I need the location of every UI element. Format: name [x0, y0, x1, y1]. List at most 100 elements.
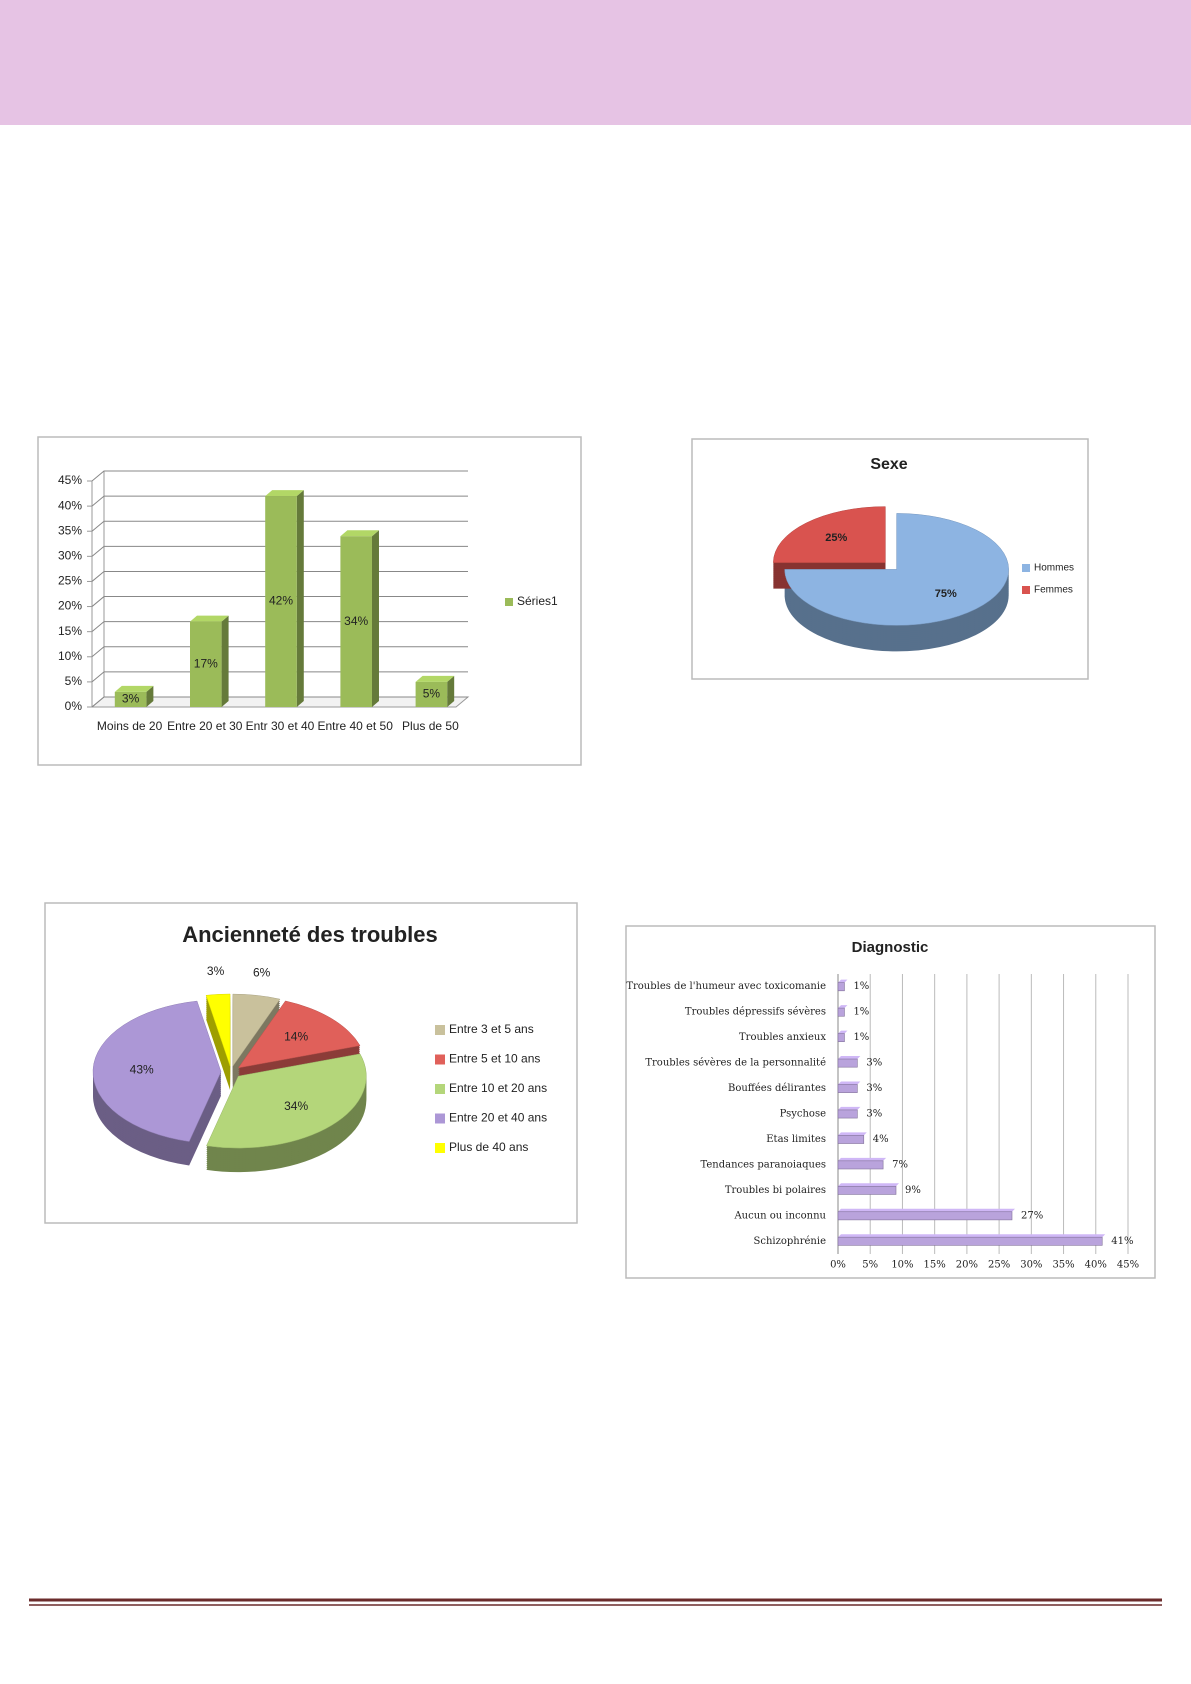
y-tick-label: Tendances paranoiaques: [700, 1159, 826, 1170]
data-label: 3%: [122, 692, 140, 706]
grid-line: [91, 495, 468, 507]
slice: [232, 993, 281, 1067]
bar: [340, 536, 372, 707]
bar-side: [447, 675, 455, 707]
grid-line: [91, 520, 468, 532]
slice: [237, 1000, 361, 1069]
x-tick-label: 35%: [1052, 1260, 1074, 1271]
bar: [837, 1007, 845, 1017]
y-tick-label: Psychose: [780, 1109, 826, 1120]
y-tick-label: Schizophrénie: [754, 1236, 827, 1247]
legend-label: Entre 3 et 5 ans: [449, 1022, 534, 1036]
bar-side: [221, 615, 229, 707]
x-tick-label: 15%: [924, 1260, 946, 1271]
legend-label: Entre 20 et 40 ans: [449, 1111, 547, 1125]
legend-swatch: [435, 1054, 445, 1065]
legend-label: Séries1: [517, 594, 558, 608]
data-label: 27%: [1021, 1210, 1043, 1221]
y-tick-label: 40%: [58, 498, 82, 512]
x-tick-label: 0%: [830, 1260, 846, 1271]
bar: [837, 1109, 858, 1119]
data-label: 3%: [866, 1058, 882, 1069]
bar-side: [838, 1234, 1106, 1238]
bar-side: [371, 530, 379, 707]
legend-swatch: [435, 1143, 445, 1153]
bar: [837, 1084, 858, 1093]
data-label: 41%: [1111, 1236, 1133, 1247]
chart-frame: [625, 925, 1156, 1279]
y-tick-label: 20%: [58, 599, 82, 613]
x-tick-label: 45%: [1117, 1260, 1139, 1271]
chart-title: Ancienneté des troubles: [182, 922, 438, 947]
x-tick-label-box: Moins de 20: [97, 719, 162, 733]
bar: [837, 1058, 858, 1068]
x-tick-label-box: Entr 30 et 40: [245, 719, 315, 733]
bar-side: [838, 1056, 861, 1060]
legend-label: Entre 10 et 20 ans: [449, 1081, 547, 1095]
data-label: 3%: [866, 1083, 882, 1094]
bar: [415, 681, 448, 707]
bar-side: [296, 490, 304, 707]
y-tick-label: Troubles bi polaires: [725, 1185, 826, 1196]
bar-top: [265, 490, 304, 497]
bar-side: [838, 1005, 848, 1009]
bar: [837, 982, 845, 992]
bar-side: [838, 1183, 899, 1187]
data-label: 75%: [935, 588, 957, 600]
y-tick-label: 15%: [58, 624, 82, 638]
slice: [206, 1053, 367, 1149]
bar-side: [838, 1081, 861, 1085]
legend-swatch: [1022, 586, 1030, 594]
x-tick-label-box: Entre 40 et 50: [317, 719, 393, 733]
y-tick-label: 10%: [58, 649, 82, 663]
bar: [837, 1236, 1103, 1246]
bar: [837, 1185, 897, 1195]
x-tick-label: Entre 20 et 30: [167, 719, 243, 733]
bar-side: [146, 685, 154, 707]
x-tick-label: Entr 30 et 40: [245, 719, 315, 733]
chart-title: Diagnostic: [852, 939, 929, 956]
x-tick-label: 20%: [956, 1260, 978, 1271]
bar: [837, 1211, 1013, 1221]
x-tick-label-box: Entre 20 et 30: [167, 719, 243, 733]
bar-side: [838, 1030, 848, 1034]
bar-top: [415, 675, 455, 682]
y-tick-label: 0%: [65, 699, 83, 713]
data-label: 7%: [892, 1159, 908, 1170]
x-tick-label: Plus de 50: [402, 719, 459, 733]
chart-frame: [37, 436, 582, 766]
data-label: 34%: [344, 614, 368, 628]
x-tick-label: 25%: [988, 1260, 1010, 1271]
data-label: 3%: [207, 964, 225, 978]
data-label: 6%: [253, 965, 271, 979]
data-label: 34%: [284, 1099, 308, 1113]
slice: [205, 993, 231, 1067]
y-tick-label: 30%: [58, 549, 82, 563]
y-tick-label: 5%: [65, 674, 83, 688]
y-tick-label: Bouffées délirantes: [728, 1083, 826, 1094]
bar-top: [114, 685, 154, 692]
slice: [92, 1000, 222, 1142]
bar: [837, 1033, 845, 1043]
data-label: 1%: [853, 981, 869, 992]
data-label: 1%: [853, 1007, 869, 1018]
legend-swatch: [1022, 564, 1030, 572]
x-tick-label: 10%: [891, 1260, 913, 1271]
y-tick-label: Troubles de l'humeur avec toxicomanie: [626, 981, 826, 992]
legend-swatch: [505, 598, 513, 606]
bar-side: [838, 1106, 861, 1110]
data-label: 42%: [269, 594, 293, 608]
legend-swatch: [435, 1025, 445, 1035]
data-label: 4%: [873, 1134, 889, 1145]
data-label: 17%: [194, 656, 218, 670]
y-tick-label: Etas limites: [766, 1134, 826, 1145]
bar-top: [190, 615, 229, 622]
x-tick-label: 30%: [1020, 1260, 1042, 1271]
bar: [837, 1135, 865, 1144]
data-label: 9%: [905, 1185, 921, 1196]
x-tick-label: Entre 40 et 50: [317, 719, 393, 733]
y-tick-label: 35%: [58, 523, 82, 537]
x-tick-label-box: Plus de 50: [402, 719, 459, 733]
chart-title: Sexe: [870, 456, 907, 473]
bar-side: [838, 1132, 867, 1136]
